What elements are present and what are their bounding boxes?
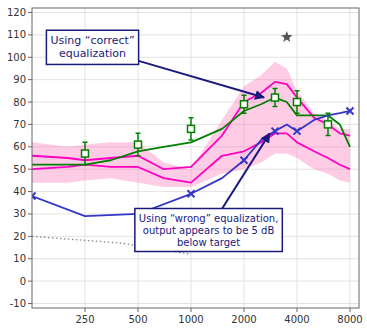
tick <box>28 258 32 259</box>
annotation-line: output appears to be 5 dB <box>143 225 275 236</box>
point <box>240 101 247 108</box>
annotation-text: Using “correct”equalization <box>50 34 134 60</box>
chart: -10 0 10 20 30 40 50 60 70 80 90 100 110 120 250 500 100… <box>0 0 367 330</box>
annotation-box <box>46 30 138 64</box>
tick-label: 30 <box>13 208 26 219</box>
annotation-line: below target <box>177 237 240 248</box>
tick-label: 4000 <box>284 314 309 325</box>
point <box>240 157 247 164</box>
annotation-line: Using “correct” <box>50 34 134 47</box>
line <box>32 111 350 216</box>
point <box>293 99 300 106</box>
error-bar <box>325 113 330 135</box>
data <box>32 31 353 254</box>
annotation-text: Using “wrong” equalization,output appear… <box>139 213 278 248</box>
error-bar <box>82 142 87 164</box>
series <box>81 89 331 165</box>
error-bar <box>135 133 140 155</box>
annotation-line: equalization <box>59 47 126 60</box>
line <box>32 82 350 169</box>
annotation: Using “correct”equalization <box>46 30 264 97</box>
grid-line <box>32 281 359 282</box>
tick <box>28 57 32 58</box>
annotation-box <box>135 209 282 252</box>
annotation-arrow <box>139 61 264 98</box>
tick-label: 90 <box>13 74 26 85</box>
tick <box>28 213 32 214</box>
tick-label: 60 <box>13 141 26 152</box>
point <box>134 141 141 148</box>
error-bar <box>294 91 299 113</box>
plot-frame <box>32 8 359 308</box>
tick-label: -10 <box>10 298 26 309</box>
tick-label: 80 <box>13 97 26 108</box>
tick <box>28 34 32 35</box>
grid-line <box>32 102 359 103</box>
tick-label: 2000 <box>231 314 256 325</box>
point <box>32 193 36 200</box>
annotations: Using “correct”equalization Using “wrong”… <box>46 30 282 251</box>
tick <box>243 308 244 312</box>
error-bar <box>188 118 193 140</box>
tick-label: 250 <box>75 314 94 325</box>
tick <box>28 169 32 170</box>
tick <box>28 303 32 304</box>
annotation: Using “wrong” equalization,output appear… <box>135 133 282 251</box>
tick-label: 110 <box>7 29 26 40</box>
tick-label: 0 <box>20 276 26 287</box>
tick <box>28 236 32 237</box>
tick <box>28 191 32 192</box>
tick <box>190 308 191 312</box>
tick <box>296 308 297 312</box>
tick <box>28 281 32 282</box>
tick-label: 120 <box>7 7 26 18</box>
series <box>32 62 350 187</box>
tick-label: 40 <box>13 186 26 197</box>
point <box>187 190 194 197</box>
tick <box>28 79 32 80</box>
band <box>32 62 350 187</box>
grid-line <box>32 258 359 259</box>
grid <box>32 8 359 308</box>
point <box>271 128 278 135</box>
annotation-arrow <box>222 133 270 208</box>
tick-label: 10 <box>13 253 26 264</box>
grid-line <box>32 12 359 13</box>
tick <box>137 308 138 312</box>
line <box>32 98 350 165</box>
point <box>324 121 331 128</box>
tick <box>84 308 85 312</box>
grid-line <box>190 8 191 308</box>
grid-line <box>32 303 359 304</box>
tick <box>28 102 32 103</box>
axes: -10 0 10 20 30 40 50 60 70 80 90 100 110 120 250 500 100… <box>7 7 363 325</box>
tick <box>28 146 32 147</box>
series <box>32 107 353 217</box>
series <box>32 82 350 169</box>
point <box>346 107 353 114</box>
tick-label: 8000 <box>337 314 362 325</box>
annotation-line: Using “wrong” equalization, <box>139 213 278 224</box>
tick <box>349 308 350 312</box>
error-bar <box>272 89 277 107</box>
tick <box>28 12 32 13</box>
tick-label: 70 <box>13 119 26 130</box>
point <box>187 125 194 132</box>
error-bar <box>241 95 246 113</box>
point <box>293 128 300 135</box>
series <box>32 111 350 216</box>
point <box>271 94 278 101</box>
tick <box>28 124 32 125</box>
plot-background <box>32 8 359 308</box>
tick-label: 20 <box>13 231 26 242</box>
point <box>81 150 88 157</box>
point <box>281 31 292 42</box>
tick-label: 100 <box>7 52 26 63</box>
grid-line <box>32 79 359 80</box>
tick-label: 1000 <box>178 314 203 325</box>
series <box>32 98 350 165</box>
series <box>281 31 292 42</box>
tick-label: 500 <box>128 314 147 325</box>
tick-label: 50 <box>13 164 26 175</box>
